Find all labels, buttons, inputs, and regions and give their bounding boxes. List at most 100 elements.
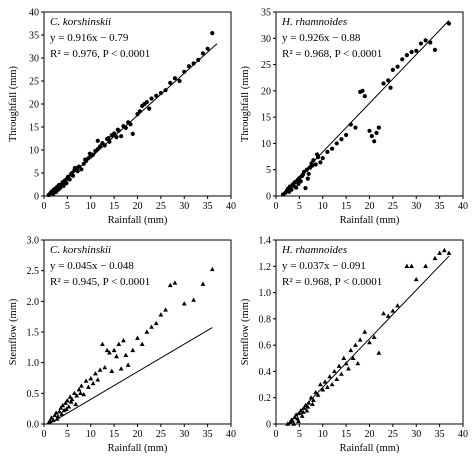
data-point bbox=[362, 94, 367, 99]
data-point bbox=[446, 250, 452, 255]
x-tick-label: 10 bbox=[318, 429, 328, 440]
x-tick-label: 5 bbox=[297, 201, 302, 212]
y-axis-label: Throughfall (mm) bbox=[240, 65, 251, 142]
data-point bbox=[301, 405, 307, 410]
data-point bbox=[339, 371, 344, 376]
data-point bbox=[374, 130, 379, 136]
species-label: C. korshinskii bbox=[50, 244, 111, 256]
data-point bbox=[87, 151, 92, 156]
data-point bbox=[362, 329, 368, 334]
y-tick-label: 10 bbox=[29, 146, 39, 157]
data-point bbox=[168, 80, 173, 85]
x-tick-label: 30 bbox=[411, 201, 421, 212]
data-point bbox=[299, 413, 305, 418]
data-point bbox=[432, 255, 438, 261]
data-point bbox=[334, 376, 340, 382]
data-point bbox=[130, 347, 136, 353]
x-tick-label: 5 bbox=[65, 201, 70, 212]
y-tick-label: 30 bbox=[261, 34, 271, 45]
data-point bbox=[322, 379, 328, 384]
data-point bbox=[313, 162, 318, 167]
data-point bbox=[446, 21, 452, 26]
y-tick-label: 0 bbox=[266, 192, 271, 203]
data-point bbox=[95, 377, 101, 382]
data-point bbox=[305, 176, 310, 181]
data-point bbox=[360, 88, 365, 93]
data-point bbox=[286, 189, 292, 194]
data-point bbox=[320, 387, 326, 392]
data-point bbox=[125, 362, 131, 367]
x-axis-label: Rainfall (mm) bbox=[340, 443, 400, 454]
y-tick-label: 20 bbox=[261, 86, 271, 97]
data-point bbox=[329, 381, 335, 387]
data-point bbox=[114, 135, 119, 140]
x-tick-label: 15 bbox=[341, 201, 351, 212]
data-point bbox=[291, 421, 297, 426]
regression-line bbox=[287, 255, 450, 425]
data-point bbox=[304, 167, 309, 172]
x-tick-label: 30 bbox=[179, 429, 189, 440]
data-point bbox=[400, 57, 405, 62]
y-tick-label: 0.0 bbox=[27, 420, 40, 431]
data-point bbox=[381, 81, 386, 86]
data-point bbox=[390, 308, 396, 313]
data-point bbox=[72, 165, 77, 171]
y-tick-label: 5 bbox=[34, 169, 39, 180]
data-point bbox=[121, 337, 126, 343]
data-point bbox=[53, 410, 59, 415]
data-point bbox=[107, 139, 112, 144]
x-tick-label: 40 bbox=[226, 201, 236, 212]
data-point bbox=[367, 128, 372, 133]
data-point bbox=[60, 403, 66, 408]
data-point bbox=[57, 409, 62, 414]
species-label: H. rhamnoides bbox=[281, 244, 347, 256]
regression-line bbox=[48, 327, 213, 425]
regression-stats: R² = 0.945, P < 0.0001 bbox=[50, 276, 150, 288]
y-tick-label: 2.0 bbox=[27, 297, 40, 308]
data-point bbox=[107, 350, 112, 355]
y-tick-label: 15 bbox=[261, 113, 271, 124]
y-tick-label: 25 bbox=[261, 60, 271, 71]
data-point bbox=[64, 398, 70, 403]
data-point bbox=[191, 297, 196, 302]
data-point bbox=[67, 394, 73, 399]
regression-equation: y = 0.926x − 0.88 bbox=[282, 32, 361, 44]
regression-equation: y = 0.037x − 0.091 bbox=[282, 260, 366, 272]
data-point bbox=[61, 183, 66, 188]
data-point bbox=[83, 157, 88, 162]
data-point bbox=[441, 247, 447, 253]
x-tick-label: 35 bbox=[203, 201, 213, 212]
y-tick-label: 0.8 bbox=[259, 314, 272, 325]
data-point bbox=[52, 412, 58, 418]
data-point bbox=[93, 371, 98, 376]
data-point bbox=[209, 266, 215, 272]
data-point bbox=[79, 383, 84, 388]
data-point bbox=[116, 341, 122, 346]
x-tick-label: 0 bbox=[274, 201, 279, 212]
data-point bbox=[353, 342, 358, 347]
x-tick-label: 25 bbox=[388, 429, 398, 440]
data-point bbox=[144, 100, 149, 105]
data-point bbox=[135, 335, 140, 340]
chart-panel-4: 0 5 10 15 20 25 30 35 40 0 0.2 0.4 0.6 0.8 1.0 1.2 1.4 Ra… bbox=[240, 236, 468, 455]
data-point bbox=[139, 341, 145, 346]
y-tick-label: 1.4 bbox=[259, 236, 272, 247]
x-tick-label: 0 bbox=[274, 429, 279, 440]
data-point bbox=[210, 31, 215, 36]
data-point bbox=[413, 276, 419, 282]
chart-panel-2: 0 5 10 15 20 25 30 35 40 0 5 10 15 20 25 30 35 Rainfall (… bbox=[240, 8, 468, 227]
data-point bbox=[381, 311, 386, 316]
x-tick-label: 10 bbox=[86, 429, 96, 440]
data-point bbox=[325, 149, 330, 154]
y-axis-label: Throughfall (mm) bbox=[8, 65, 19, 142]
y-tick-label: 35 bbox=[29, 31, 39, 42]
data-point bbox=[371, 334, 377, 339]
data-point bbox=[71, 390, 77, 396]
data-point bbox=[81, 391, 87, 397]
y-tick-label: 1.0 bbox=[27, 358, 40, 369]
data-point bbox=[296, 181, 301, 187]
data-point bbox=[372, 139, 377, 144]
data-point bbox=[386, 78, 391, 83]
x-tick-label: 20 bbox=[133, 429, 143, 440]
